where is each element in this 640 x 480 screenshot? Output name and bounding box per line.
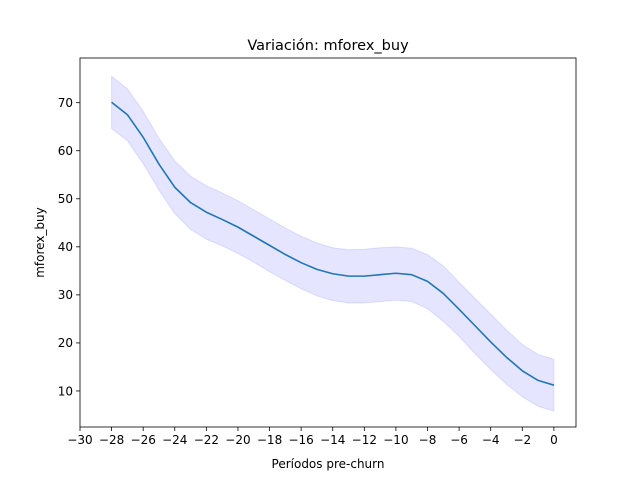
x-tick-label: −20	[225, 433, 250, 447]
x-tick-label: −8	[419, 433, 437, 447]
x-tick-label: −6	[450, 433, 468, 447]
y-tick-label: 20	[58, 336, 73, 350]
x-tick-label: −10	[383, 433, 408, 447]
x-tick-label: −30	[67, 433, 92, 447]
y-axis-label: mforex_buy	[33, 207, 47, 278]
series-line-layer	[111, 101, 555, 386]
x-axis-ticks: −30 −28 −26 −24 −22 −20 −18 −16 −14 −12 −10 −8 −6 −4−…	[67, 427, 558, 447]
x-tick-label: −22	[194, 433, 219, 447]
x-tick-label: −12	[352, 433, 377, 447]
x-tick-label: −4	[482, 433, 500, 447]
x-tick-label: −26	[131, 433, 156, 447]
y-tick-label: 30	[58, 288, 73, 302]
plot-frame	[79, 57, 577, 428]
x-tick-label: −16	[288, 433, 313, 447]
chart-title: Variación: mforex_buy	[247, 38, 409, 54]
x-tick-label: −24	[162, 433, 187, 447]
plot-area	[80, 58, 576, 427]
y-tick-label: 10	[58, 384, 73, 398]
x-tick-label: 0	[550, 433, 558, 447]
x-axis-label: Períodos pre-churn	[272, 457, 385, 471]
x-tick-label: −28	[99, 433, 124, 447]
x-tick-label: −14	[320, 433, 345, 447]
series-line	[111, 101, 555, 386]
y-tick-label: 50	[58, 192, 73, 206]
y-axis-ticks: 10 20 30 40 50 60 70	[58, 96, 80, 398]
confidence-band	[111, 75, 555, 412]
y-tick-label: 40	[58, 240, 73, 254]
confidence-band-layer	[111, 75, 555, 412]
x-tick-label: −18	[257, 433, 282, 447]
x-tick-label: −2	[513, 433, 531, 447]
y-tick-label: 70	[58, 96, 73, 110]
y-tick-label: 60	[58, 144, 73, 158]
